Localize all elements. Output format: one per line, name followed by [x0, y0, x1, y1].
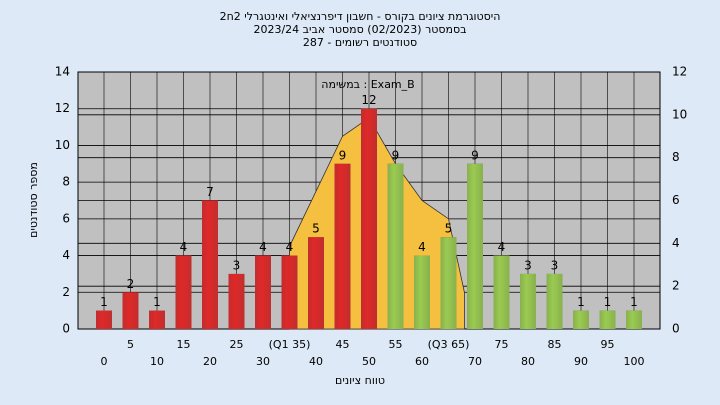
x-tick-label: 5 [127, 338, 134, 351]
bar [573, 310, 589, 329]
x-tick-label: 100 [624, 355, 645, 368]
data-label: 3 [551, 258, 559, 272]
y-tick-label: 6 [62, 211, 70, 225]
y-tick-label: 10 [55, 138, 70, 152]
bar [308, 237, 324, 329]
bar [546, 273, 563, 329]
data-label: 9 [392, 148, 400, 162]
x-tick-label: (Q1 35) [269, 338, 311, 351]
data-label: 5 [312, 222, 320, 236]
y2-tick-label: 8 [672, 150, 680, 164]
y-tick-label: 8 [62, 175, 70, 189]
x-tick-label: 90 [574, 355, 588, 368]
bar [281, 255, 298, 329]
bar [255, 255, 271, 329]
title-line: סטודנטים רשומים - 287 [303, 36, 417, 49]
data-label: 9 [339, 148, 347, 162]
title-line: בסמסטר (02/2023) סמסטר אביב 2023/24 [253, 23, 466, 36]
x-tick-label: 85 [548, 338, 562, 351]
bar [334, 163, 351, 329]
bar [361, 108, 377, 329]
bar [387, 163, 404, 329]
y2-tick-label: 10 [672, 107, 687, 121]
annotation: במשימה : Exam_B [321, 78, 414, 91]
y-tick-label: 14 [55, 65, 70, 79]
data-label: 12 [361, 93, 376, 107]
y2-tick-label: 0 [672, 322, 680, 336]
data-label: 1 [604, 295, 612, 309]
y-tick-label: 2 [62, 285, 70, 299]
y2-tick-label: 4 [672, 236, 680, 250]
data-label: 3 [524, 258, 532, 272]
y-axis-label: מספר סטודנטים [27, 162, 40, 238]
x-tick-label: 95 [601, 338, 615, 351]
data-label: 9 [471, 148, 479, 162]
bar [122, 292, 139, 329]
y2-tick-label: 6 [672, 193, 680, 207]
data-label: 4 [498, 240, 506, 254]
x-tick-label: 0 [101, 355, 108, 368]
x-tick-label: 15 [177, 338, 191, 351]
data-label: 1 [153, 295, 161, 309]
x-tick-label: 10 [150, 355, 164, 368]
title-line: היסטוגרמת ציונים בקורס - חשבון דיפרנציאל… [220, 10, 501, 23]
bar [626, 310, 642, 329]
bar [414, 255, 430, 329]
x-tick-label: 80 [521, 355, 535, 368]
x-tick-label: 25 [230, 338, 244, 351]
data-label: 4 [418, 240, 426, 254]
bar [440, 237, 457, 329]
bar [202, 200, 218, 329]
data-label: 1 [100, 295, 108, 309]
y2-tick-label: 12 [672, 65, 687, 79]
bar [599, 310, 616, 329]
bar [175, 255, 192, 329]
x-tick-label: 30 [256, 355, 270, 368]
x-tick-label: 20 [203, 355, 217, 368]
x-tick-label: 40 [309, 355, 323, 368]
x-tick-label: 60 [415, 355, 429, 368]
data-label: 1 [630, 295, 638, 309]
x-tick-label: 45 [336, 338, 350, 351]
y-tick-label: 4 [62, 248, 70, 262]
data-label: 4 [286, 240, 294, 254]
y-tick-label: 0 [62, 322, 70, 336]
y-tick-label: 12 [55, 101, 70, 115]
bar [467, 163, 483, 329]
y2-tick-label: 2 [672, 279, 680, 293]
x-tick-label: 55 [389, 338, 403, 351]
data-label: 2 [127, 277, 135, 291]
x-tick-label: 70 [468, 355, 482, 368]
bar [149, 310, 165, 329]
data-label: 3 [233, 258, 241, 272]
x-tick-label: (Q3 65) [428, 338, 470, 351]
data-label: 7 [206, 185, 214, 199]
bar [493, 255, 510, 329]
bar [96, 310, 112, 329]
x-tick-label: 75 [495, 338, 509, 351]
data-label: 5 [445, 222, 453, 236]
data-label: 4 [259, 240, 267, 254]
data-label: 4 [180, 240, 188, 254]
data-label: 1 [577, 295, 585, 309]
bar [228, 273, 245, 329]
x-axis-label: טווח ציונים [335, 374, 385, 387]
x-tick-label: 50 [362, 355, 376, 368]
bar [520, 273, 536, 329]
